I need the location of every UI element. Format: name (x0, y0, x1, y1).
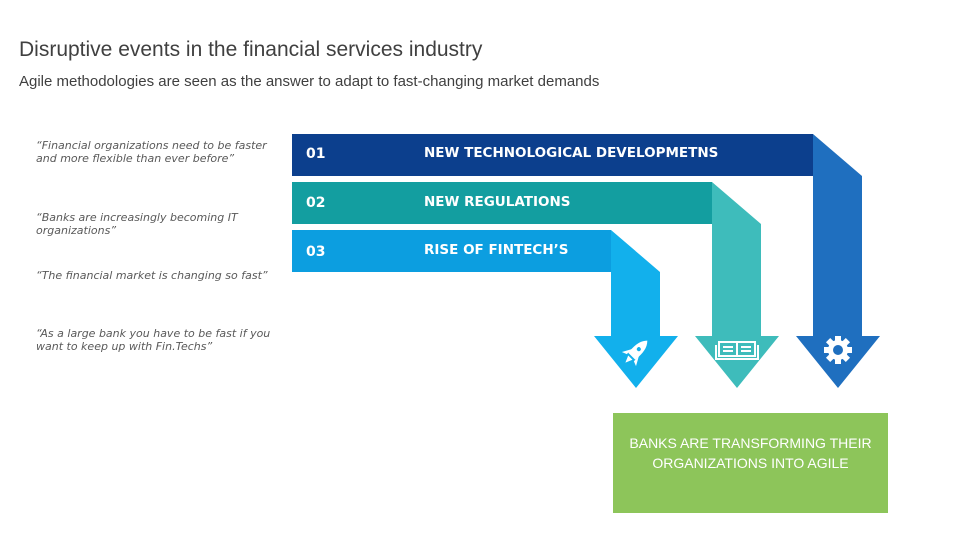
arrow-regulations (292, 182, 779, 388)
rocket-icon (621, 340, 648, 367)
event-1-number: 01 (306, 146, 326, 162)
arrow-technological (292, 134, 880, 388)
arrow-fintech (292, 230, 678, 388)
event-3-number: 03 (306, 244, 326, 260)
quote-1: “Financial organizations need to be fast… (36, 139, 267, 165)
event-3-label: RISE OF FINTECH’S (424, 242, 569, 258)
quote-3: “The financial market is changing so fas… (36, 269, 268, 282)
event-2-number: 02 (306, 195, 326, 211)
page-subtitle: Agile methodologies are seen as the answ… (19, 73, 600, 90)
gear-icon (824, 336, 852, 364)
quote-2: “Banks are increasingly becoming IT orga… (36, 211, 238, 237)
result-box: BANKS ARE TRANSFORMING THEIR ORGANIZATIO… (613, 413, 888, 513)
page-title: Disruptive events in the financial servi… (19, 38, 483, 61)
book-icon (715, 341, 759, 360)
event-2-label: NEW REGULATIONS (424, 194, 571, 210)
quote-4: “As a large bank you have to be fast if … (36, 327, 271, 353)
event-1-label: NEW TECHNOLOGICAL DEVELOPMETNS (424, 145, 719, 161)
